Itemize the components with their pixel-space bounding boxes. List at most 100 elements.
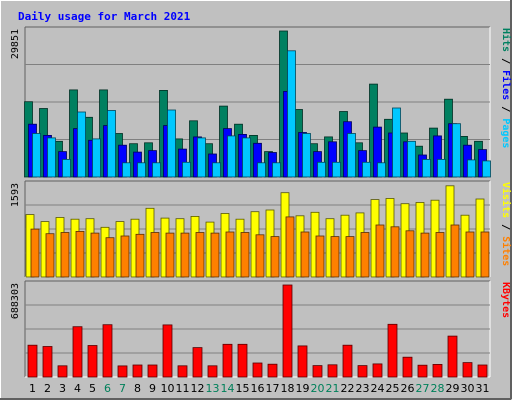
chart-panels: 29851 Hits / Files / Pages 1593 Visits / Si… (10, 26, 512, 378)
bar-pages-day-7 (122, 162, 131, 178)
bar-sites-day-17 (270, 236, 280, 278)
bar-kbytes-day-19 (297, 345, 308, 378)
bar-kbytes-day-27 (417, 364, 428, 378)
x-tick-label-day-18: 18 (281, 382, 295, 395)
bar-kbytes-day-9 (147, 364, 158, 378)
bar-kbytes-day-6 (102, 324, 113, 378)
legend-pages: Pages (500, 118, 511, 148)
bar-sites-day-23 (360, 232, 370, 278)
bar-kbytes-day-2 (42, 346, 53, 378)
bar-kbytes-day-21 (327, 364, 338, 378)
bar-pages-day-21 (332, 161, 341, 178)
bar-pages-day-8 (137, 162, 146, 178)
x-tick-label-day-5: 5 (89, 382, 96, 395)
bar-sites-day-7 (120, 235, 130, 278)
bar-pages-day-6 (107, 110, 116, 178)
x-tick-label-day-7: 7 (119, 382, 126, 395)
bar-kbytes-day-13 (207, 365, 218, 378)
bar-kbytes-day-24 (372, 363, 383, 378)
bar-kbytes-day-10 (162, 324, 173, 378)
bar-pages-day-29 (452, 123, 461, 178)
x-tick-label-day-4: 4 (74, 382, 81, 395)
x-tick-label-day-15: 15 (236, 382, 250, 395)
bar-sites-day-9 (150, 232, 160, 278)
bar-pages-day-3 (62, 158, 71, 178)
x-tick-label-day-22: 22 (341, 382, 355, 395)
bar-kbytes-day-31 (477, 364, 488, 378)
bar-sites-day-26 (405, 230, 415, 278)
bar-pages-day-18 (287, 50, 296, 178)
bar-pages-day-30 (467, 159, 476, 178)
bar-sites-day-10 (165, 232, 175, 278)
bar-pages-day-17 (272, 162, 281, 178)
bar-kbytes-day-7 (117, 365, 128, 378)
bar-pages-day-24 (377, 162, 386, 178)
bar-sites-day-8 (135, 233, 145, 278)
legend-kbytes: KBytes (500, 282, 511, 318)
bar-sites-day-14 (225, 231, 235, 278)
bar-sites-day-21 (330, 236, 340, 278)
x-tick-label-day-8: 8 (134, 382, 141, 395)
bar-pages-day-2 (47, 137, 56, 178)
bar-sites-day-5 (90, 232, 100, 278)
bar-kbytes-day-3 (57, 365, 68, 378)
bar-kbytes-day-4 (72, 326, 83, 378)
bar-pages-day-12 (197, 137, 206, 178)
bar-pages-day-1 (32, 133, 41, 178)
legend-hits-files-pages: Hits / Files / Pages (500, 28, 512, 148)
legend-visits: Visits (500, 182, 512, 218)
bar-kbytes-day-16 (252, 362, 263, 378)
bar-kbytes-day-20 (312, 365, 323, 378)
chart-title: Daily usage for March 2021 (18, 10, 191, 23)
x-tick-label-day-19: 19 (296, 382, 310, 395)
x-tick-label-day-23: 23 (356, 382, 370, 395)
bar-pages-day-20 (317, 161, 326, 178)
bar-kbytes-day-11 (177, 365, 188, 378)
x-tick-label-day-29: 29 (446, 382, 460, 395)
x-tick-label-day-9: 9 (149, 382, 156, 395)
bar-pages-day-23 (362, 161, 371, 178)
x-axis-labels: 1 2 3 4 5 6 7 8 9 10 11 12 13 14 15 16 17 18 19 20 21 22 23 24 2… (29, 382, 490, 395)
y-max-label: 1593 (10, 183, 21, 207)
x-tick-label-day-26: 26 (401, 382, 415, 395)
y-max-label: 29851 (10, 29, 21, 59)
bar-sites-day-15 (240, 232, 250, 278)
bar-sites-day-24 (375, 224, 385, 278)
panel-kbytes: 688303 KBytes (10, 280, 511, 378)
bar-pages-day-13 (212, 162, 221, 178)
x-tick-label-day-31: 31 (476, 382, 490, 395)
bar-pages-day-16 (257, 162, 266, 178)
panel-hits-files-pages: 29851 Hits / Files / Pages (10, 26, 512, 178)
bar-sites-day-13 (210, 232, 220, 278)
bar-kbytes-day-8 (132, 364, 143, 378)
bar-pages-day-14 (227, 135, 236, 178)
bar-kbytes-day-22 (342, 344, 353, 378)
bar-pages-day-10 (167, 109, 176, 178)
bar-kbytes-day-30 (462, 362, 473, 378)
x-tick-label-day-16: 16 (251, 382, 265, 395)
legend-kbytes: KBytes (500, 282, 511, 318)
x-tick-label-day-27: 27 (416, 382, 430, 395)
bar-sites-day-25 (390, 226, 400, 278)
bar-pages-day-11 (182, 161, 191, 178)
legend-hits: Hits (500, 28, 512, 52)
bar-pages-day-28 (437, 158, 446, 178)
bar-pages-day-25 (392, 107, 401, 178)
bar-sites-day-28 (435, 232, 445, 278)
x-tick-label-day-30: 30 (461, 382, 475, 395)
x-tick-label-day-11: 11 (176, 382, 190, 395)
bar-pages-day-22 (347, 133, 356, 178)
x-tick-label-day-24: 24 (371, 382, 385, 395)
y-max-label: 688303 (10, 283, 21, 319)
bar-kbytes-day-26 (402, 356, 413, 378)
bar-pages-day-26 (407, 140, 416, 178)
bar-kbytes-day-29 (447, 335, 458, 378)
bar-kbytes-day-1 (27, 344, 38, 378)
x-tick-label-day-10: 10 (161, 382, 175, 395)
x-tick-label-day-3: 3 (59, 382, 66, 395)
bar-sites-day-12 (195, 232, 205, 278)
bar-sites-day-2 (45, 233, 55, 278)
bar-pages-day-15 (242, 137, 251, 178)
bar-pages-day-4 (77, 111, 86, 178)
